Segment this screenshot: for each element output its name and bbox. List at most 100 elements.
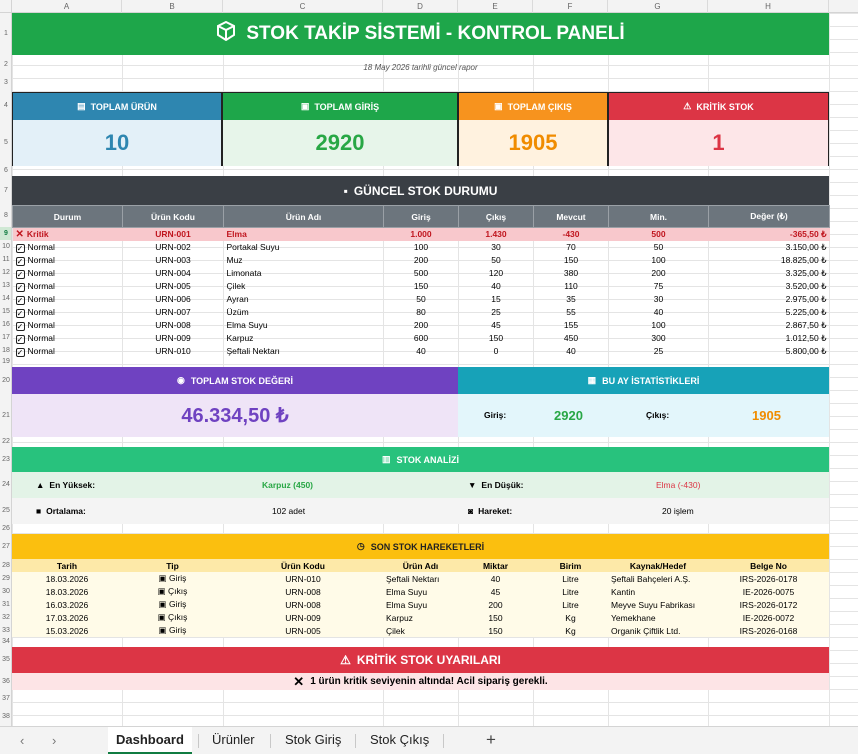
table-row[interactable]: ✓ Normal URN-005 Çilek 150 40 110 75 3.520,00 ₺ [13,280,830,293]
row-header-24[interactable]: 24 [2,481,10,488]
table-row[interactable]: ✓ Normal URN-007 Üzüm 80 25 55 40 5.225,00 ₺ [13,306,830,319]
card-header: ▣ TOPLAM ÇIKIŞ [459,93,607,120]
row-header-23[interactable]: 23 [2,456,10,463]
row-header-27[interactable]: 27 [2,543,10,550]
movement-col-header[interactable]: Birim [533,559,608,572]
column-header-a[interactable]: A [12,0,122,13]
movement-col-header[interactable]: Tip [122,559,223,572]
row-header-14[interactable]: 14 [2,295,10,302]
source-cell: Meyve Suyu Fabrikası [608,598,708,611]
table-row[interactable]: ✓ Normal URN-003 Muz 200 50 150 100 18.825,00 ₺ [13,254,830,267]
row-header-19[interactable]: 19 [2,358,10,365]
row-header-30[interactable]: 30 [2,588,10,595]
column-header-f[interactable]: F [533,0,608,13]
status-text: Normal [27,254,55,265]
row-header-13[interactable]: 13 [2,282,10,289]
column-header-b[interactable]: B [122,0,223,13]
row-header-33[interactable]: 33 [2,627,10,634]
table-row[interactable]: 16.03.2026 ▣ Giriş URN-008 Elma Suyu 200 Litr… [12,598,829,611]
row-header-10[interactable]: 10 [2,243,10,250]
row-header-11[interactable]: 11 [2,256,10,263]
table-row[interactable]: 17.03.2026 ▣ Çıkış URN-009 Karpuz 150 Kg Yemek… [12,611,829,624]
movement-col-header[interactable]: Belge No [708,559,829,572]
table-row[interactable]: ✓ Normal URN-004 Limonata 500 120 380 200 3.325,… [13,267,830,280]
status-text: Normal [27,267,55,278]
average-value: 102 adet [272,506,306,516]
tab-dashboard[interactable]: Dashboard [108,727,192,754]
row-header-16[interactable]: 16 [2,321,10,328]
monthly-in-value: 2920 [554,408,583,423]
stock-col-header[interactable]: Min. [608,205,709,228]
table-row[interactable]: ✓ Normal URN-009 Karpuz 600 150 450 300 1.012,50… [13,332,830,345]
inbox-icon: ▣ [158,599,169,609]
stock-col-header[interactable]: Ürün Adı [223,205,384,228]
row-header-34[interactable]: 34 [2,638,10,645]
row-header-21[interactable]: 21 [2,412,10,419]
row-header-36[interactable]: 36 [2,678,10,685]
row-header-4[interactable]: 4 [4,102,8,109]
status-cell: ✓ Normal [13,319,123,332]
movement-label-text: Hareket: [478,506,513,516]
tab-stok-giris[interactable]: Stok Giriş [285,732,342,747]
table-row[interactable]: ✓ Normal URN-006 Ayran 50 15 35 30 2.975,00 ₺ [13,293,830,306]
tab-urunler[interactable]: Ürünler [212,732,255,747]
chevron-left-icon[interactable]: ‹ [20,733,25,748]
add-sheet-icon[interactable]: + [486,730,496,749]
stock-col-header[interactable]: Ürün Kodu [122,205,224,228]
stock-col-header[interactable]: Mevcut [533,205,609,228]
column-header-g[interactable]: G [608,0,708,13]
row-header-37[interactable]: 37 [2,695,10,702]
table-row[interactable]: ✓ Normal URN-002 Portakal Suyu 100 30 70 50 3.15… [13,241,830,254]
table-row[interactable]: 18.03.2026 ▣ Çıkış URN-008 Elma Suyu 45 Litre… [12,585,829,598]
row-header-35[interactable]: 35 [2,656,10,663]
row-header-3[interactable]: 3 [4,79,8,86]
select-all-corner[interactable] [0,0,12,13]
row-header-9[interactable]: 9 [0,227,11,240]
column-header-e[interactable]: E [458,0,533,13]
movement-col-header[interactable]: Tarih [12,559,122,572]
status-text: Normal [27,345,55,356]
row-header-6[interactable]: 6 [4,167,8,174]
column-header-d[interactable]: D [383,0,458,13]
movement-col-header[interactable]: Kaynak/Hedef [608,559,708,572]
movement-col-header[interactable]: Miktar [458,559,533,572]
row-header-28[interactable]: 28 [2,562,10,569]
row-header-20[interactable]: 20 [2,377,10,384]
tab-stok-cikis[interactable]: Stok Çıkış [370,732,430,747]
row-header-2[interactable]: 2 [4,61,8,68]
report-date: 18 May 2026 tarihli güncel rapor [363,62,478,72]
column-header-h[interactable]: H [708,0,829,13]
table-row[interactable]: ✓ Normal URN-010 Şeftali Nektarı 40 0 40 25 5.80… [13,345,830,358]
row-header-22[interactable]: 22 [2,438,10,445]
row-header-38[interactable]: 38 [2,713,10,720]
row-header-17[interactable]: 17 [2,334,10,341]
row-header-7[interactable]: 7 [4,187,8,194]
chevron-right-icon[interactable]: › [52,733,57,748]
row-header-26[interactable]: 26 [2,525,10,532]
movement-col-header[interactable]: Ürün Adı [383,559,458,572]
row-header-29[interactable]: 29 [2,575,10,582]
status-cell: ✓ Normal [13,267,123,280]
highest-label: ▲ En Yüksek: [36,480,95,490]
stock-col-header[interactable]: Çıkış [458,205,534,228]
in-cell: 100 [413,242,429,252]
column-header-c[interactable]: C [223,0,383,13]
row-header-8[interactable]: 8 [4,212,8,219]
stock-col-header[interactable]: Değer (₺) [708,205,830,228]
stock-col-header[interactable]: Giriş [383,205,459,228]
table-row[interactable]: ✕ Kritik URN-001 Elma 1.000 1.430 -430 500 -365,… [12,227,830,241]
table-row[interactable]: 18.03.2026 ▣ Giriş URN-010 Şeftali Nektarı 4… [12,572,829,585]
table-row[interactable]: 15.03.2026 ▣ Giriş URN-005 Çilek 150 Kg Organi… [12,624,829,637]
row-header-25[interactable]: 25 [2,507,10,514]
min-cell: 30 [653,294,664,304]
row-header-18[interactable]: 18 [2,347,10,354]
table-row[interactable]: ✓ Normal URN-008 Elma Suyu 200 45 155 100 2.867,… [13,319,830,332]
row-header-5[interactable]: 5 [4,139,8,146]
row-header-31[interactable]: 31 [2,601,10,608]
row-header-12[interactable]: 12 [2,269,10,276]
stock-col-header[interactable]: Durum [12,205,123,228]
row-header-1[interactable]: 1 [4,30,8,37]
row-header-32[interactable]: 32 [2,614,10,621]
row-header-15[interactable]: 15 [2,308,10,315]
movement-col-header[interactable]: Ürün Kodu [223,559,383,572]
